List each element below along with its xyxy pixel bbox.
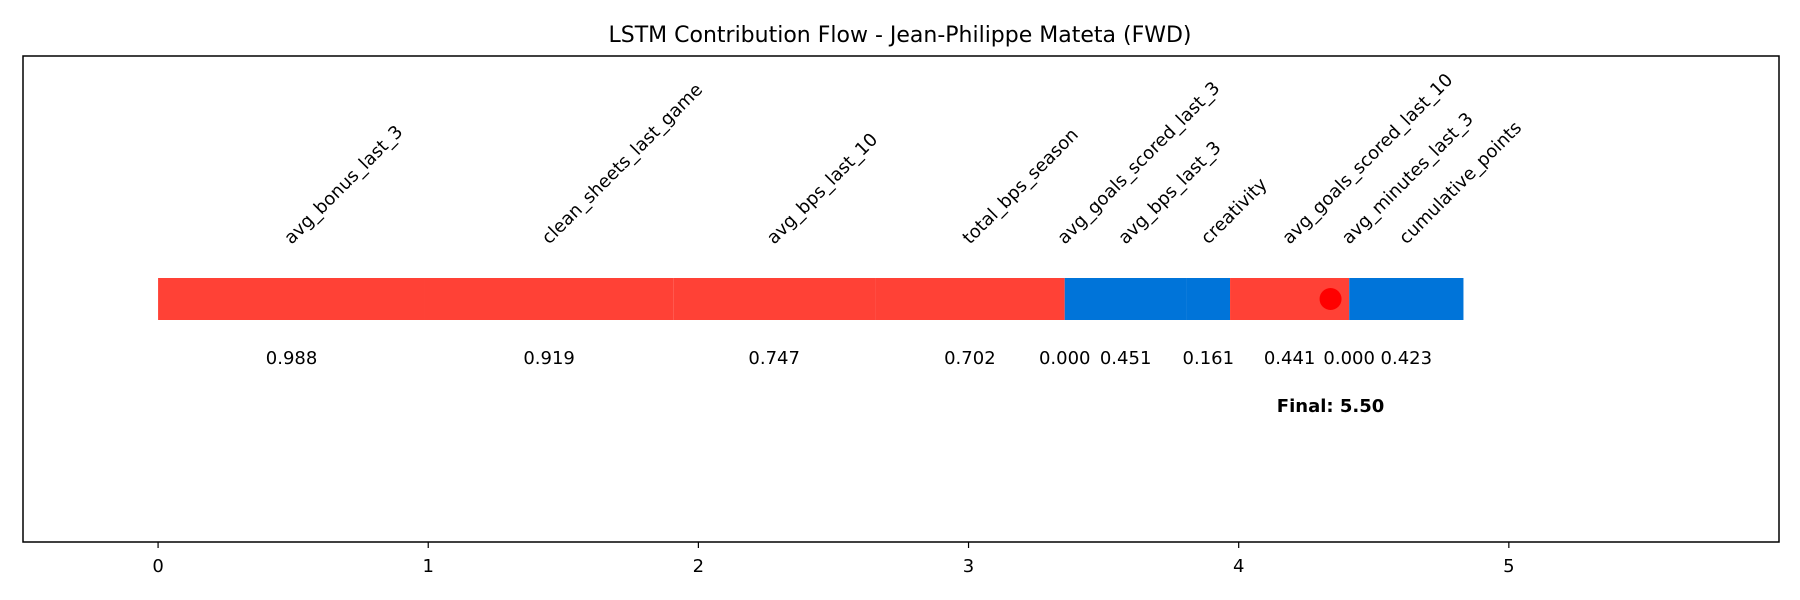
feature-label: creativity (1197, 174, 1272, 249)
feature-label: avg_bonus_last_3 (280, 121, 407, 248)
contribution-bar-cumulative-points (1349, 278, 1464, 320)
chart-title: LSTM Contribution Flow - Jean-Philippe M… (609, 23, 1192, 48)
value-label: 0.702 (944, 348, 996, 369)
value-label: 0.988 (266, 348, 318, 369)
x-tick-label: 4 (1233, 556, 1244, 577)
value-label: 0.161 (1183, 348, 1235, 369)
contribution-bar-total-bps-season (875, 278, 1065, 320)
final-marker-layer: Final: 5.50 (1277, 288, 1384, 417)
contribution-bar-avg-bonus-last-3 (158, 278, 425, 320)
feature-label: clean_sheets_last_game (538, 79, 707, 248)
feature-labels: avg_bonus_last_3 clean_sheets_last_game av… (280, 70, 1526, 249)
value-labels: 0.988 0.919 0.747 0.702 0.000 0.451 0.161 0.441… (266, 348, 1432, 369)
contribution-bars (158, 278, 1464, 320)
value-label: 0.919 (523, 348, 575, 369)
contribution-bar-clean-sheets-last-game (424, 278, 674, 320)
value-label: 0.000 (1323, 348, 1375, 369)
final-marker (1319, 288, 1342, 310)
x-tick-label: 0 (152, 556, 163, 577)
value-label: 0.423 (1381, 348, 1433, 369)
plot-frame (22, 55, 1780, 543)
contribution-bar-avg-bps-last-3 (1064, 278, 1187, 320)
x-tick-label: 3 (963, 556, 974, 577)
x-tick-label: 2 (693, 556, 704, 577)
feature-label: avg_bps_last_10 (763, 129, 882, 248)
value-label: 0.000 (1039, 348, 1091, 369)
value-label: 0.451 (1100, 348, 1152, 369)
x-tick-label: 5 (1503, 556, 1514, 577)
x-tick-label: 1 (423, 556, 434, 577)
contribution-bar-avg-bps-last-10 (673, 278, 876, 320)
final-label: Final: 5.50 (1277, 396, 1384, 417)
contribution-bar-creativity (1186, 278, 1231, 320)
value-label: 0.441 (1264, 348, 1316, 369)
value-label: 0.747 (748, 348, 800, 369)
x-axis: 0 1 2 3 4 5 (152, 542, 1515, 577)
